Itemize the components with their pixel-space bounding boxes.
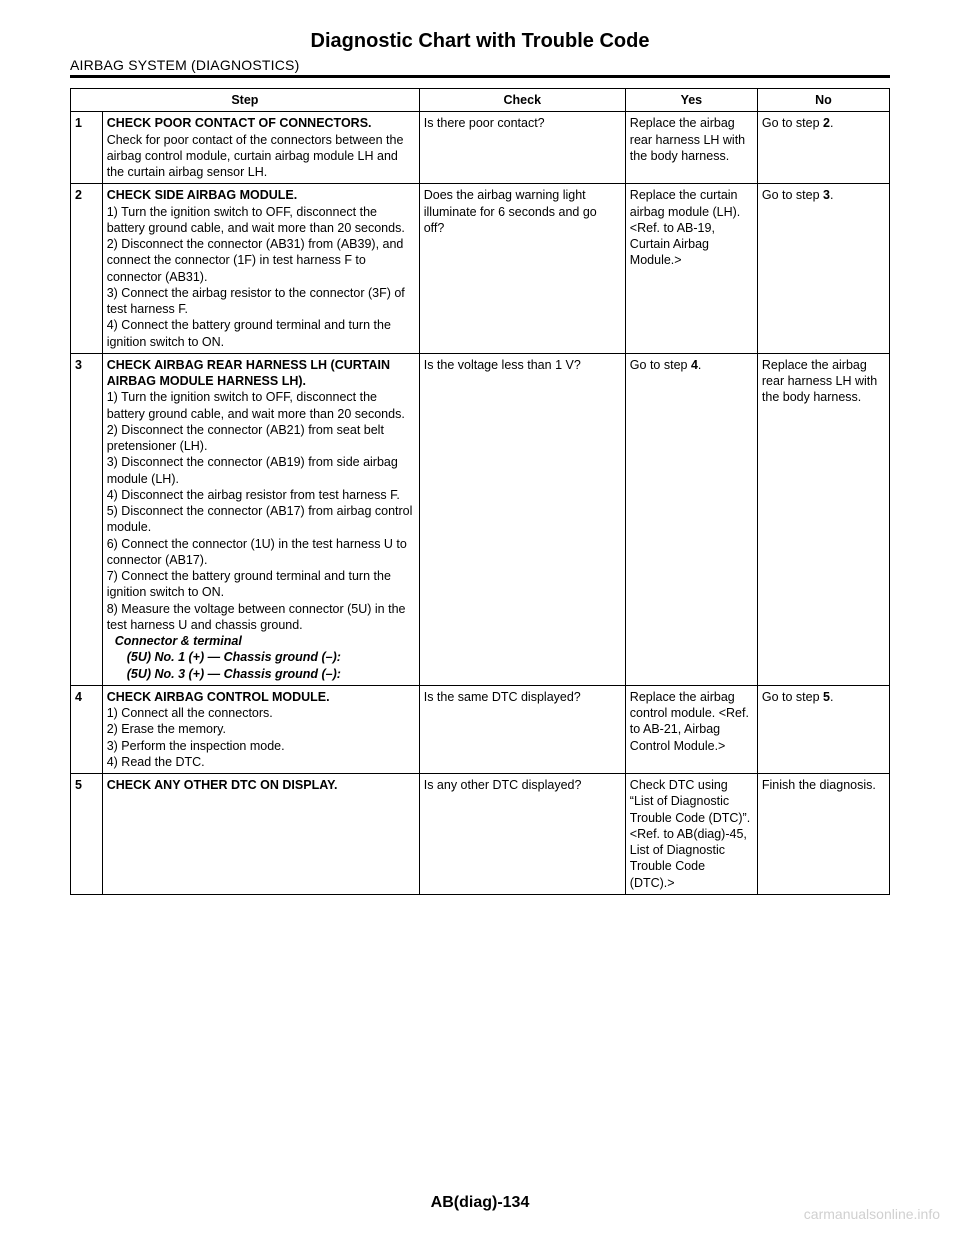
step-body: 1) Connect all the connectors.2) Erase t… — [107, 706, 285, 769]
watermark: carmanualsonline.info — [804, 1206, 940, 1222]
step-cell: CHECK POOR CONTACT OF CONNECTORS. Check … — [102, 112, 419, 184]
step-cell: CHECK SIDE AIRBAG MODULE. 1) Turn the ig… — [102, 184, 419, 354]
step-cell: CHECK AIRBAG REAR HARNESS LH (CURTAIN AI… — [102, 353, 419, 685]
yes-cell: Replace the airbag rear harness LH with … — [625, 112, 757, 184]
step-number: 3 — [71, 353, 103, 685]
step-body: Check for poor contact of the connectors… — [107, 133, 404, 180]
step-cell: CHECK AIRBAG CONTROL MODULE. 1) Connect … — [102, 685, 419, 773]
step-cell: CHECK ANY OTHER DTC ON DISPLAY. — [102, 774, 419, 895]
table-row: 5 CHECK ANY OTHER DTC ON DISPLAY. Is any… — [71, 774, 890, 895]
check-cell: Is the same DTC displayed? — [419, 685, 625, 773]
yes-cell: Replace the airbag control module. <Ref.… — [625, 685, 757, 773]
terminal-line: (5U) No. 3 (+) — Chassis ground (–): — [107, 666, 415, 682]
step-title: CHECK POOR CONTACT OF CONNECTORS. — [107, 116, 372, 130]
header-no: No — [757, 89, 889, 112]
diagnostic-table: Step Check Yes No 1 CHECK POOR CONTACT O… — [70, 88, 890, 895]
step-title: CHECK ANY OTHER DTC ON DISPLAY. — [107, 778, 338, 792]
header-step: Step — [71, 89, 420, 112]
step-number: 5 — [71, 774, 103, 895]
page-title: Diagnostic Chart with Trouble Code — [70, 30, 890, 53]
check-cell: Is any other DTC displayed? — [419, 774, 625, 895]
no-cell: Finish the diagnosis. — [757, 774, 889, 895]
step-title: CHECK AIRBAG CONTROL MODULE. — [107, 690, 330, 704]
step-title: CHECK AIRBAG REAR HARNESS LH (CURTAIN AI… — [107, 358, 390, 388]
table-row: 1 CHECK POOR CONTACT OF CONNECTORS. Chec… — [71, 112, 890, 184]
header-yes: Yes — [625, 89, 757, 112]
no-cell: Replace the airbag rear harness LH with … — [757, 353, 889, 685]
check-cell: Does the airbag warning light illuminate… — [419, 184, 625, 354]
table-row: 2 CHECK SIDE AIRBAG MODULE. 1) Turn the … — [71, 184, 890, 354]
check-cell: Is there poor contact? — [419, 112, 625, 184]
check-cell: Is the voltage less than 1 V? — [419, 353, 625, 685]
header-check: Check — [419, 89, 625, 112]
yes-cell: Replace the curtain airbag module (LH). … — [625, 184, 757, 354]
step-body: 1) Turn the ignition switch to OFF, disc… — [107, 390, 413, 632]
step-number: 1 — [71, 112, 103, 184]
connector-label: Connector & terminal — [107, 634, 242, 648]
table-header-row: Step Check Yes No — [71, 89, 890, 112]
step-title: CHECK SIDE AIRBAG MODULE. — [107, 188, 298, 202]
yes-cell: Check DTC using “List of Diagnostic Trou… — [625, 774, 757, 895]
table-row: 4 CHECK AIRBAG CONTROL MODULE. 1) Connec… — [71, 685, 890, 773]
no-cell: Go to step 2. — [757, 112, 889, 184]
divider — [70, 75, 890, 78]
yes-cell: Go to step 4. — [625, 353, 757, 685]
section-title: AIRBAG SYSTEM (DIAGNOSTICS) — [70, 57, 890, 73]
step-number: 2 — [71, 184, 103, 354]
step-number: 4 — [71, 685, 103, 773]
terminal-line: (5U) No. 1 (+) — Chassis ground (–): — [107, 649, 415, 665]
no-cell: Go to step 5. — [757, 685, 889, 773]
no-cell: Go to step 3. — [757, 184, 889, 354]
table-row: 3 CHECK AIRBAG REAR HARNESS LH (CURTAIN … — [71, 353, 890, 685]
step-body: 1) Turn the ignition switch to OFF, disc… — [107, 205, 405, 349]
